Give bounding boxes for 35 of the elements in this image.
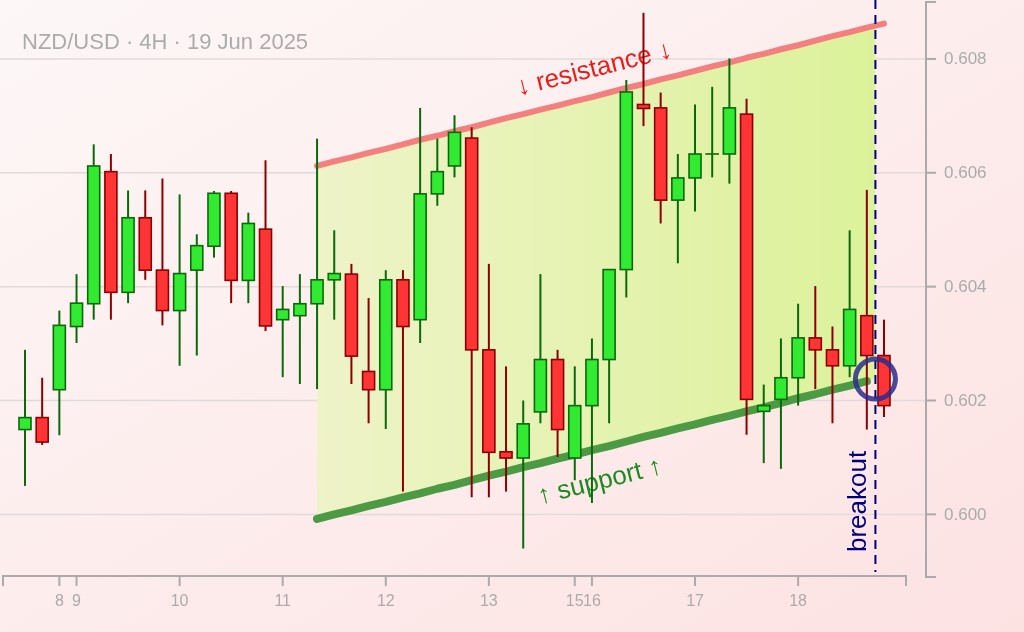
text: ↓ resistance ↓ [512,33,675,102]
candlestick [327,229,342,321]
x-tick-label: 10 [170,592,189,609]
y-tick-label: 0.604 [944,277,987,297]
text: ↑ support ↑ [534,450,665,511]
candlestick [774,337,788,470]
candlestick [756,383,771,465]
candlestick [808,285,823,391]
x-tick-label: 18 [789,592,808,609]
x-tick-label: 9 [72,592,82,609]
candlestick [671,153,685,265]
candlestick [705,85,720,179]
candlestick [275,285,290,379]
x-tick-label: 8 [54,592,64,609]
candlestick [688,103,702,213]
x-tick-label: 12 [376,592,395,609]
candlestick [69,273,84,345]
y-tick-label: 0.602 [944,391,987,411]
text: NZD/USD · 4H · 19 Jun 2025 [22,29,309,54]
y-tick-label: 0.600 [944,504,987,524]
x-tick-label: 13 [479,592,498,609]
candlestick [293,273,307,385]
y-tick-label: 0.606 [944,163,987,183]
x-tick-label: 17 [686,592,705,609]
candlestick [361,297,376,425]
candlestick [310,137,324,391]
candlestick [499,365,513,493]
x-tick-label: 15 [565,592,584,609]
candlestick [430,137,445,207]
annotation: breakout [842,450,873,552]
candlestick [825,325,840,425]
candlestick [18,348,32,487]
x-tick-label: 11 [274,592,292,609]
x-tick-label: 16 [583,592,601,609]
y-tick-label: 0.608 [944,49,987,69]
